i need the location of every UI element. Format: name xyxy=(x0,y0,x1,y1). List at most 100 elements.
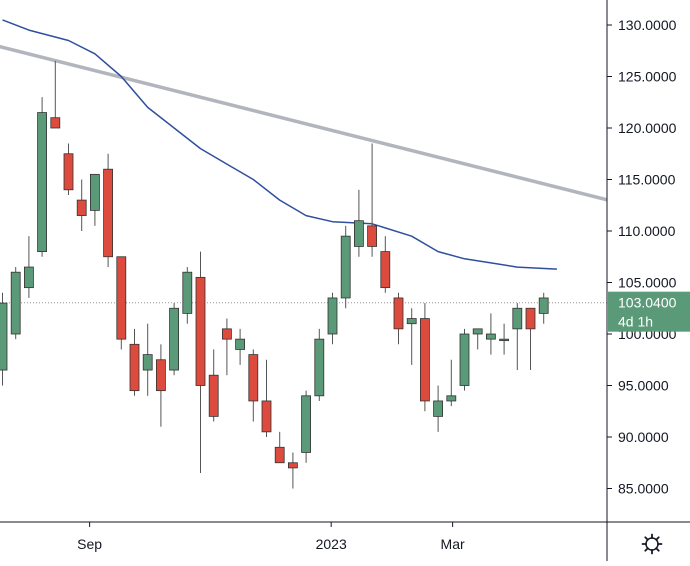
candle[interactable] xyxy=(485,313,496,355)
candle-body xyxy=(103,168,113,258)
current-price-value: 103.0400 xyxy=(618,295,677,311)
candle-body xyxy=(182,271,193,314)
candle[interactable] xyxy=(169,303,180,376)
candle-body xyxy=(23,266,34,289)
candle[interactable] xyxy=(129,328,140,396)
x-tick-label: Mar xyxy=(441,536,465,552)
candle[interactable] xyxy=(538,292,549,324)
trendline[interactable] xyxy=(0,44,616,203)
candle-body xyxy=(340,235,351,299)
candle[interactable] xyxy=(76,179,87,232)
candle[interactable] xyxy=(155,344,166,427)
candle[interactable] xyxy=(287,452,298,489)
y-tick-label: 105.0000 xyxy=(618,275,677,291)
candle[interactable] xyxy=(327,292,338,345)
candle[interactable] xyxy=(235,328,246,365)
candle[interactable] xyxy=(380,236,391,293)
candle-body xyxy=(142,354,153,371)
candle-body xyxy=(485,333,496,340)
candle[interactable] xyxy=(459,328,470,391)
candle-body xyxy=(235,338,246,350)
candle-body xyxy=(393,297,404,330)
candle[interactable] xyxy=(301,390,312,463)
candle[interactable] xyxy=(314,328,325,401)
candle-body xyxy=(169,307,180,371)
candle-body xyxy=(37,112,47,253)
current-price-label: 103.0400 4d 1h xyxy=(608,291,690,332)
candle[interactable] xyxy=(261,359,272,437)
candle[interactable] xyxy=(23,236,34,298)
candle[interactable] xyxy=(353,189,364,257)
candle[interactable] xyxy=(393,292,404,345)
candle-body xyxy=(10,271,21,335)
candle[interactable] xyxy=(525,307,536,371)
candle-body xyxy=(155,359,166,392)
candle[interactable] xyxy=(10,267,21,340)
y-tick-label: 120.0000 xyxy=(618,120,677,136)
y-tick-label: 90.0000 xyxy=(618,429,669,445)
candle-body xyxy=(433,400,444,417)
candle-body xyxy=(301,395,312,453)
candle[interactable] xyxy=(208,349,219,422)
candle-body xyxy=(419,318,430,402)
candle[interactable] xyxy=(472,328,483,350)
candle[interactable] xyxy=(116,256,127,350)
y-tick-label: 130.0000 xyxy=(618,17,677,33)
candle[interactable] xyxy=(433,385,444,432)
time-to-close: 4d 1h xyxy=(618,314,653,330)
candle-body xyxy=(208,374,219,417)
candle-body xyxy=(327,297,338,335)
candle[interactable] xyxy=(512,303,523,371)
candle-body xyxy=(367,225,378,247)
candle[interactable] xyxy=(142,323,153,396)
candle[interactable] xyxy=(195,251,206,474)
candle[interactable] xyxy=(50,61,61,129)
candle-body xyxy=(446,395,457,402)
candle[interactable] xyxy=(182,267,193,324)
candle[interactable] xyxy=(90,173,100,226)
x-tick-label: 2023 xyxy=(316,536,347,552)
candle[interactable] xyxy=(340,225,351,309)
candle[interactable] xyxy=(0,292,8,386)
candle-body xyxy=(406,318,417,325)
candle[interactable] xyxy=(446,359,457,407)
candle[interactable] xyxy=(406,308,417,365)
candle[interactable] xyxy=(103,153,113,268)
candle-body xyxy=(221,328,232,340)
candle-body xyxy=(50,117,61,129)
y-tick-label: 110.0000 xyxy=(618,223,676,239)
candle[interactable] xyxy=(499,323,510,355)
candle-body xyxy=(459,333,470,386)
candle[interactable] xyxy=(248,349,259,422)
candle-body xyxy=(538,297,549,314)
moving-average-line[interactable] xyxy=(2,19,557,270)
candle-body xyxy=(63,153,74,191)
gear-icon[interactable] xyxy=(641,533,663,555)
candle[interactable] xyxy=(63,143,74,195)
candle-body xyxy=(274,446,285,464)
candle[interactable] xyxy=(367,143,378,257)
current-price-badge xyxy=(608,291,690,332)
candle[interactable] xyxy=(37,97,47,257)
candle-body xyxy=(261,400,272,433)
candle[interactable] xyxy=(221,318,232,376)
chart-settings-button[interactable] xyxy=(641,533,663,555)
candle-body xyxy=(0,302,8,371)
candle-body xyxy=(499,338,510,342)
candle-body xyxy=(129,343,140,392)
y-tick-label: 95.0000 xyxy=(618,378,669,394)
x-tick-label: Sep xyxy=(77,536,102,552)
candle[interactable] xyxy=(419,303,430,412)
candle-body xyxy=(116,256,127,340)
candle-body xyxy=(195,276,206,386)
candle-body xyxy=(314,338,325,397)
candle-body xyxy=(90,173,100,211)
candle-body xyxy=(525,307,536,330)
plot-area[interactable] xyxy=(0,19,616,489)
candle-body xyxy=(76,199,87,216)
candle-body xyxy=(353,220,364,247)
candle[interactable] xyxy=(274,431,285,464)
